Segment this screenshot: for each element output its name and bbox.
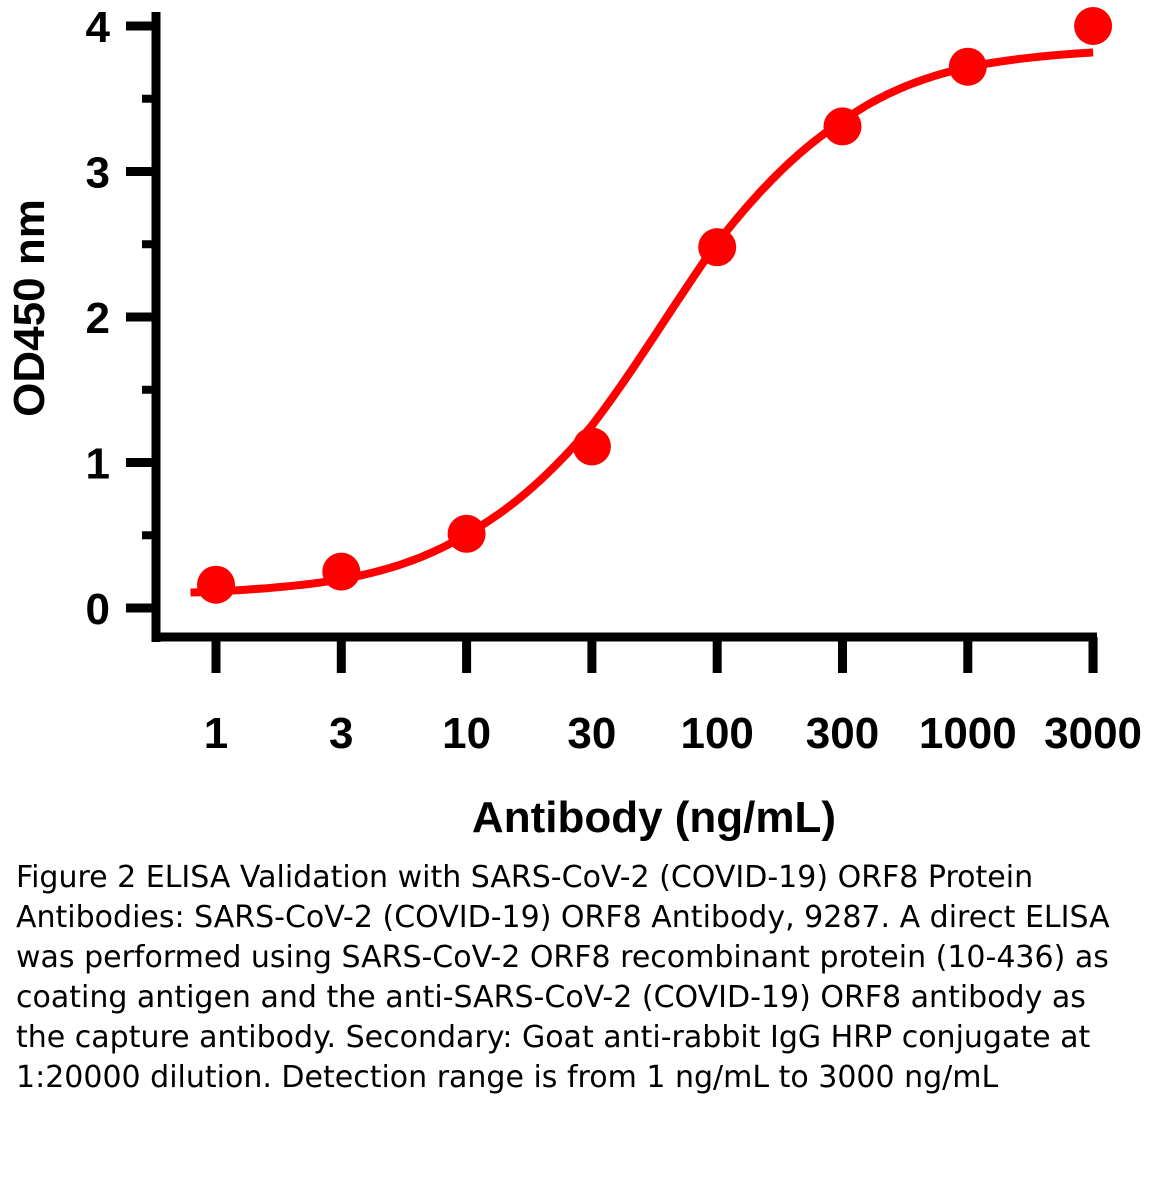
data-point	[322, 552, 361, 591]
x-tick-label: 3	[329, 709, 353, 758]
y-tick-label: 4	[86, 3, 111, 52]
y-tick-label: 0	[86, 585, 110, 634]
data-points-layer	[197, 7, 1113, 604]
x-tick-label: 10	[442, 709, 491, 758]
x-tick-label: 1	[204, 709, 228, 758]
y-tick-label: 2	[86, 294, 110, 343]
y-tick-label: 3	[86, 149, 110, 198]
y-axis: 0 1 2 3 4	[86, 3, 161, 642]
data-point	[1074, 7, 1113, 45]
x-tick-label: 300	[806, 709, 879, 758]
fit-curve	[190, 48, 1094, 597]
data-point	[197, 565, 235, 604]
data-point	[572, 427, 611, 466]
data-point	[948, 47, 987, 86]
x-axis-title: Antibody (ng/mL)	[472, 793, 836, 842]
x-tick-label: 30	[567, 709, 616, 758]
data-point	[698, 228, 737, 267]
elisa-chart: 0 1 2 3 4 1 3 10 30 100 300 1000 3000 OD450 nm Anti…	[5, 3, 1142, 842]
data-point	[447, 514, 486, 553]
figure-caption: Figure 2 ELISA Validation with SARS-CoV-…	[16, 860, 1110, 1095]
x-axis: 1 3 10 30 100 300 1000 3000	[152, 632, 1142, 758]
y-axis-title: OD450 nm	[5, 199, 54, 417]
x-tick-label: 100	[680, 709, 753, 758]
fit-curve-layer	[190, 48, 1094, 597]
x-tick-label: 1000	[919, 709, 1017, 758]
y-tick-label: 1	[86, 440, 110, 489]
data-point	[823, 107, 862, 146]
x-tick-label: 3000	[1044, 709, 1142, 758]
